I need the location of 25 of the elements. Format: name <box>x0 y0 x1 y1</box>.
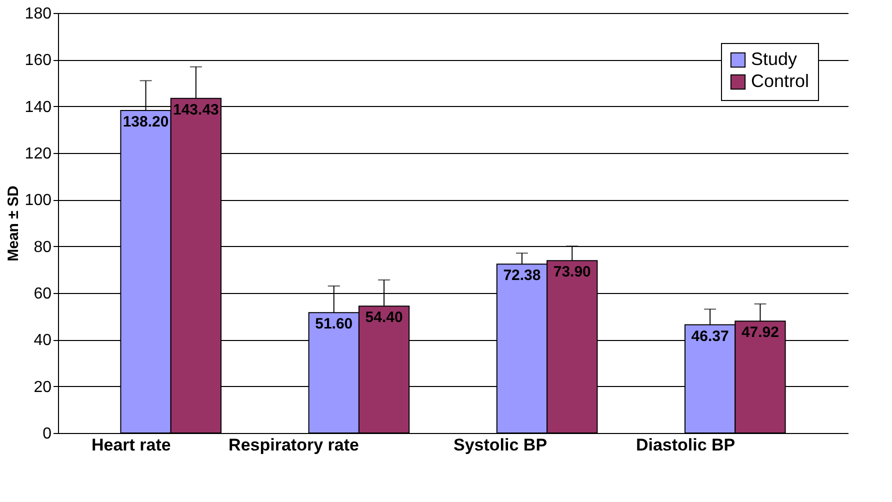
data-label: 72.38 <box>503 267 541 284</box>
y-tick-label: 40 <box>34 332 52 350</box>
data-label: 138.20 <box>122 114 169 131</box>
y-tick-label: 160 <box>24 52 52 70</box>
y-tick-label: 20 <box>34 378 52 396</box>
x-tick-label: Diastolic BP <box>636 436 736 454</box>
data-label: 54.40 <box>365 309 403 326</box>
legend-label: Study <box>751 49 798 69</box>
y-tick-label: 180 <box>24 6 52 22</box>
y-tick-label: 80 <box>34 238 52 256</box>
y-tick-label: 60 <box>34 286 52 302</box>
y-tick-label: 100 <box>24 192 52 210</box>
data-label: 143.43 <box>172 101 219 118</box>
x-tick-label: Heart rate <box>91 436 171 454</box>
data-label: 47.92 <box>741 324 779 342</box>
data-label: 51.60 <box>315 316 353 333</box>
x-tick-label: Respiratory rate <box>228 436 359 454</box>
data-label: 73.90 <box>553 264 591 281</box>
y-axis-title: Mean ± SD <box>4 185 22 262</box>
data-label: 46.37 <box>691 328 729 345</box>
y-tick-label: 120 <box>24 146 52 162</box>
y-tick-label: 0 <box>42 426 52 442</box>
x-tick-label: Systolic BP <box>454 436 548 454</box>
y-tick-label: 140 <box>24 98 52 116</box>
legend-label: Control <box>751 71 810 91</box>
